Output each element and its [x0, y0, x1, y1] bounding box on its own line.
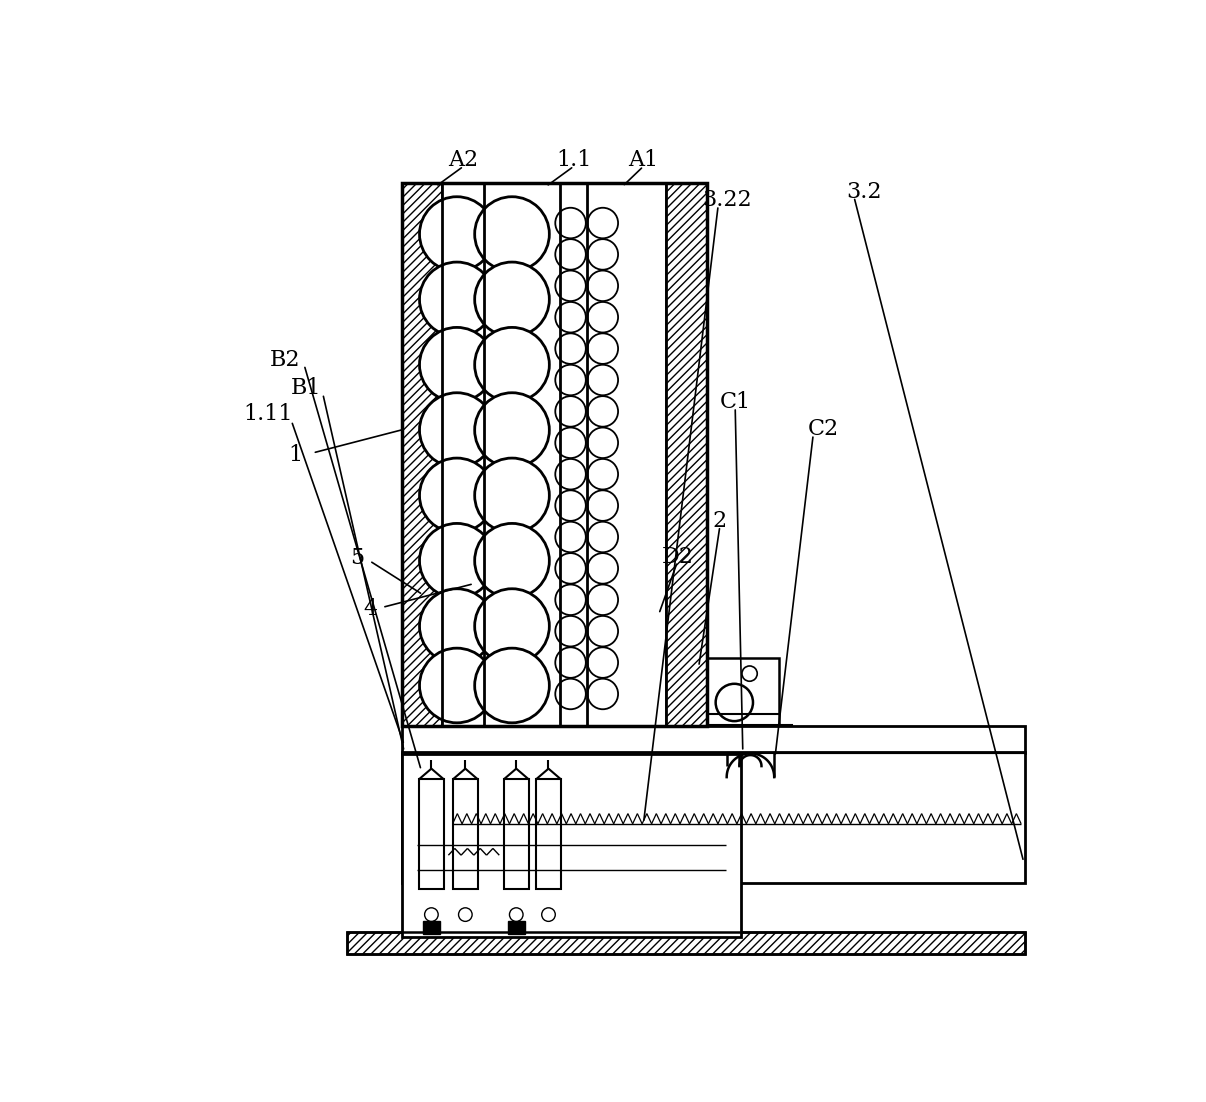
Circle shape: [420, 327, 494, 402]
Circle shape: [587, 208, 619, 238]
Circle shape: [555, 584, 586, 615]
Bar: [452, 779, 478, 889]
Bar: [667, 183, 707, 726]
Bar: [508, 921, 525, 934]
Circle shape: [475, 262, 550, 337]
Circle shape: [555, 490, 586, 521]
Circle shape: [555, 553, 586, 584]
Circle shape: [587, 679, 619, 710]
Circle shape: [420, 197, 494, 271]
Circle shape: [420, 588, 494, 663]
Circle shape: [742, 666, 757, 681]
Circle shape: [587, 458, 619, 489]
Circle shape: [555, 458, 586, 489]
Text: 1: 1: [288, 444, 303, 466]
Text: C1: C1: [720, 391, 751, 413]
Circle shape: [475, 458, 550, 532]
Bar: [346, 932, 1025, 953]
Text: B2: B2: [270, 348, 300, 370]
Circle shape: [555, 647, 586, 678]
Circle shape: [420, 458, 494, 532]
Circle shape: [555, 428, 586, 458]
Circle shape: [587, 584, 619, 615]
Text: A2: A2: [449, 149, 479, 171]
Bar: [418, 779, 444, 889]
Text: 4: 4: [363, 598, 377, 620]
Text: 2: 2: [713, 510, 727, 532]
Circle shape: [425, 908, 438, 921]
Circle shape: [420, 262, 494, 337]
Circle shape: [555, 239, 586, 270]
Text: 3.2: 3.2: [847, 181, 882, 203]
Circle shape: [541, 908, 555, 921]
Circle shape: [587, 428, 619, 458]
Circle shape: [587, 553, 619, 584]
Circle shape: [555, 333, 586, 364]
Circle shape: [555, 208, 586, 238]
Text: 1.1: 1.1: [556, 149, 592, 171]
Circle shape: [475, 327, 550, 402]
Text: A1: A1: [628, 149, 658, 171]
Circle shape: [587, 365, 619, 396]
Circle shape: [555, 521, 586, 552]
Bar: [504, 779, 529, 889]
Circle shape: [555, 616, 586, 647]
Circle shape: [587, 333, 619, 364]
Circle shape: [587, 647, 619, 678]
Text: 3.22: 3.22: [702, 190, 751, 212]
Bar: [535, 779, 561, 889]
Bar: [423, 921, 440, 934]
Circle shape: [509, 908, 523, 921]
Bar: [346, 932, 1025, 953]
Bar: [402, 752, 1025, 883]
Circle shape: [420, 392, 494, 467]
Bar: [402, 754, 742, 937]
Circle shape: [420, 523, 494, 598]
Circle shape: [555, 396, 586, 426]
Bar: [402, 726, 1025, 754]
Circle shape: [555, 365, 586, 396]
Circle shape: [555, 679, 586, 710]
Circle shape: [587, 302, 619, 333]
Bar: [707, 724, 792, 739]
Circle shape: [715, 683, 753, 721]
Bar: [402, 183, 707, 726]
Circle shape: [587, 521, 619, 552]
Text: B1: B1: [291, 378, 321, 400]
Circle shape: [475, 392, 550, 467]
Circle shape: [587, 490, 619, 521]
Circle shape: [587, 271, 619, 301]
Circle shape: [475, 588, 550, 663]
Bar: [402, 183, 443, 726]
Circle shape: [555, 302, 586, 333]
Circle shape: [475, 523, 550, 598]
Circle shape: [587, 396, 619, 426]
Circle shape: [475, 648, 550, 723]
Circle shape: [475, 197, 550, 271]
Text: C2: C2: [808, 419, 839, 440]
Bar: [707, 658, 779, 724]
Circle shape: [420, 648, 494, 723]
Circle shape: [587, 239, 619, 270]
Text: D2: D2: [662, 545, 693, 568]
Circle shape: [587, 616, 619, 647]
Text: 5: 5: [351, 548, 364, 570]
Circle shape: [458, 908, 472, 921]
Circle shape: [555, 271, 586, 301]
Text: 1.11: 1.11: [244, 403, 293, 425]
